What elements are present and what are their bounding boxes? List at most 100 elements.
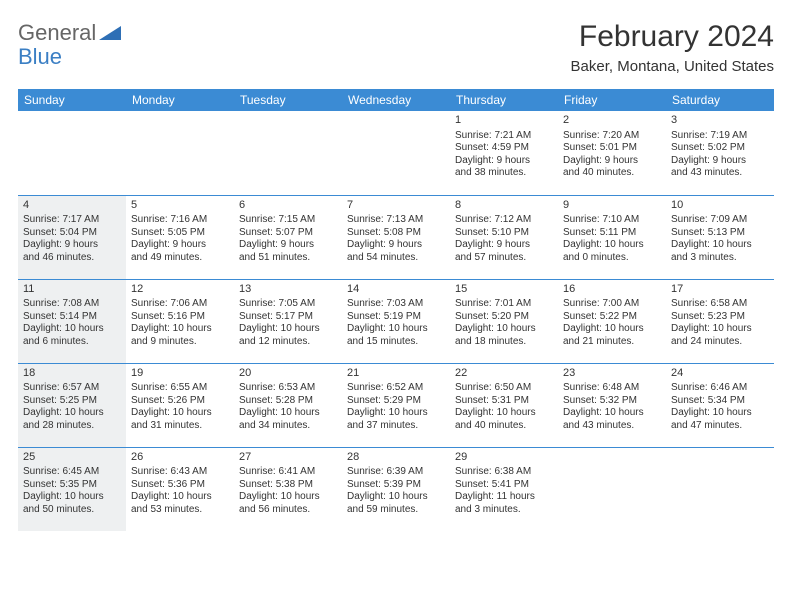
day-number: 20: [239, 367, 337, 381]
day-sunrise: Sunrise: 7:13 AM: [347, 214, 445, 227]
day-day2: and 34 minutes.: [239, 420, 337, 433]
day-day1: Daylight: 9 hours: [455, 155, 553, 168]
calendar-cell: [126, 111, 234, 195]
calendar-cell: [666, 447, 774, 531]
day-day2: and 46 minutes.: [23, 252, 121, 265]
calendar-cell: 29Sunrise: 6:38 AMSunset: 5:41 PMDayligh…: [450, 447, 558, 531]
calendar-cell: 26Sunrise: 6:43 AMSunset: 5:36 PMDayligh…: [126, 447, 234, 531]
day-day1: Daylight: 10 hours: [239, 323, 337, 336]
day-sunset: Sunset: 5:17 PM: [239, 311, 337, 324]
calendar-row: 25Sunrise: 6:45 AMSunset: 5:35 PMDayligh…: [18, 447, 774, 531]
day-day2: and 50 minutes.: [23, 504, 121, 517]
calendar-cell: 21Sunrise: 6:52 AMSunset: 5:29 PMDayligh…: [342, 363, 450, 447]
day-number: 24: [671, 367, 769, 381]
day-day1: Daylight: 10 hours: [131, 407, 229, 420]
day-day2: and 3 minutes.: [455, 504, 553, 517]
calendar-cell: 11Sunrise: 7:08 AMSunset: 5:14 PMDayligh…: [18, 279, 126, 363]
day-day1: Daylight: 10 hours: [131, 491, 229, 504]
day-sunset: Sunset: 5:36 PM: [131, 479, 229, 492]
calendar-cell: 27Sunrise: 6:41 AMSunset: 5:38 PMDayligh…: [234, 447, 342, 531]
day-sunrise: Sunrise: 6:48 AM: [563, 382, 661, 395]
day-number: 4: [23, 199, 121, 213]
day-day2: and 3 minutes.: [671, 252, 769, 265]
day-day2: and 38 minutes.: [455, 167, 553, 180]
day-day2: and 40 minutes.: [455, 420, 553, 433]
day-day1: Daylight: 10 hours: [347, 491, 445, 504]
day-sunrise: Sunrise: 6:57 AM: [23, 382, 121, 395]
day-day1: Daylight: 10 hours: [131, 323, 229, 336]
day-sunrise: Sunrise: 7:12 AM: [455, 214, 553, 227]
day-number: 12: [131, 283, 229, 297]
calendar-table: Sunday Monday Tuesday Wednesday Thursday…: [18, 89, 774, 531]
day-number: 25: [23, 451, 121, 465]
calendar-cell: 25Sunrise: 6:45 AMSunset: 5:35 PMDayligh…: [18, 447, 126, 531]
day-day1: Daylight: 10 hours: [347, 407, 445, 420]
day-day1: Daylight: 10 hours: [23, 407, 121, 420]
day-day2: and 59 minutes.: [347, 504, 445, 517]
day-day2: and 15 minutes.: [347, 336, 445, 349]
day-day1: Daylight: 10 hours: [239, 491, 337, 504]
day-sunrise: Sunrise: 6:53 AM: [239, 382, 337, 395]
day-number: 22: [455, 367, 553, 381]
calendar-row: 11Sunrise: 7:08 AMSunset: 5:14 PMDayligh…: [18, 279, 774, 363]
day-sunset: Sunset: 5:31 PM: [455, 395, 553, 408]
day-day1: Daylight: 9 hours: [131, 239, 229, 252]
day-day2: and 47 minutes.: [671, 420, 769, 433]
day-number: 28: [347, 451, 445, 465]
calendar-cell: [342, 111, 450, 195]
day-sunrise: Sunrise: 6:52 AM: [347, 382, 445, 395]
day-sunrise: Sunrise: 7:17 AM: [23, 214, 121, 227]
day-day1: Daylight: 9 hours: [347, 239, 445, 252]
day-number: 17: [671, 283, 769, 297]
day-sunset: Sunset: 5:19 PM: [347, 311, 445, 324]
day-day2: and 0 minutes.: [563, 252, 661, 265]
day-number: 21: [347, 367, 445, 381]
day-day1: Daylight: 9 hours: [455, 239, 553, 252]
day-number: 8: [455, 199, 553, 213]
title-block: February 2024 Baker, Montana, United Sta…: [571, 20, 774, 75]
day-day1: Daylight: 10 hours: [671, 323, 769, 336]
day-sunrise: Sunrise: 7:00 AM: [563, 298, 661, 311]
day-day2: and 37 minutes.: [347, 420, 445, 433]
day-sunrise: Sunrise: 7:03 AM: [347, 298, 445, 311]
day-day2: and 49 minutes.: [131, 252, 229, 265]
page-title: February 2024: [571, 20, 774, 54]
calendar-cell: 28Sunrise: 6:39 AMSunset: 5:39 PMDayligh…: [342, 447, 450, 531]
day-sunrise: Sunrise: 7:19 AM: [671, 130, 769, 143]
day-sunset: Sunset: 5:25 PM: [23, 395, 121, 408]
day-day1: Daylight: 10 hours: [671, 407, 769, 420]
header-row: General February 2024 Baker, Montana, Un…: [18, 20, 774, 75]
day-sunrise: Sunrise: 6:39 AM: [347, 466, 445, 479]
day-day2: and 28 minutes.: [23, 420, 121, 433]
day-day2: and 31 minutes.: [131, 420, 229, 433]
day-sunset: Sunset: 5:10 PM: [455, 227, 553, 240]
day-sunrise: Sunrise: 6:38 AM: [455, 466, 553, 479]
day-day2: and 51 minutes.: [239, 252, 337, 265]
day-day1: Daylight: 11 hours: [455, 491, 553, 504]
day-sunset: Sunset: 5:13 PM: [671, 227, 769, 240]
day-sunset: Sunset: 5:35 PM: [23, 479, 121, 492]
day-day2: and 43 minutes.: [671, 167, 769, 180]
calendar-cell: 24Sunrise: 6:46 AMSunset: 5:34 PMDayligh…: [666, 363, 774, 447]
calendar-cell: 6Sunrise: 7:15 AMSunset: 5:07 PMDaylight…: [234, 195, 342, 279]
day-number: 26: [131, 451, 229, 465]
calendar-cell: 17Sunrise: 6:58 AMSunset: 5:23 PMDayligh…: [666, 279, 774, 363]
day-sunset: Sunset: 5:16 PM: [131, 311, 229, 324]
calendar-cell: 14Sunrise: 7:03 AMSunset: 5:19 PMDayligh…: [342, 279, 450, 363]
calendar-header: Sunday Monday Tuesday Wednesday Thursday…: [18, 89, 774, 111]
day-sunrise: Sunrise: 7:15 AM: [239, 214, 337, 227]
day-day2: and 21 minutes.: [563, 336, 661, 349]
calendar-body: 1Sunrise: 7:21 AMSunset: 4:59 PMDaylight…: [18, 111, 774, 531]
calendar-cell: 12Sunrise: 7:06 AMSunset: 5:16 PMDayligh…: [126, 279, 234, 363]
day-day2: and 53 minutes.: [131, 504, 229, 517]
day-day1: Daylight: 10 hours: [563, 407, 661, 420]
day-number: 6: [239, 199, 337, 213]
logo-triangle-icon: [99, 20, 121, 46]
day-number: 19: [131, 367, 229, 381]
calendar-cell: [18, 111, 126, 195]
calendar-cell: 5Sunrise: 7:16 AMSunset: 5:05 PMDaylight…: [126, 195, 234, 279]
location-text: Baker, Montana, United States: [571, 58, 774, 75]
day-sunrise: Sunrise: 6:55 AM: [131, 382, 229, 395]
day-day2: and 12 minutes.: [239, 336, 337, 349]
col-friday: Friday: [558, 89, 666, 111]
